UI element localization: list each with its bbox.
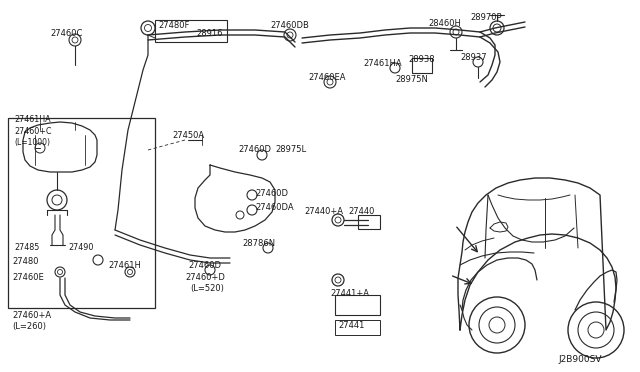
Bar [155, 20, 227, 42]
Text: (L=260): (L=260) [12, 323, 46, 331]
Text: (L=520): (L=520) [190, 283, 224, 292]
Text: 27480: 27480 [12, 257, 38, 266]
Text: 27441+A: 27441+A [330, 289, 369, 298]
Text: 27441: 27441 [338, 321, 364, 330]
Bar [335, 320, 380, 335]
Text: 27440: 27440 [348, 208, 374, 217]
Bar [335, 295, 380, 315]
Bar [8, 118, 155, 308]
Text: 28460H: 28460H [428, 19, 461, 28]
Text: 27480F: 27480F [158, 20, 189, 29]
Text: 27490: 27490 [68, 244, 93, 253]
Text: 27460C: 27460C [50, 29, 83, 38]
Text: 27461HA: 27461HA [14, 115, 51, 125]
Text: 27461H: 27461H [108, 260, 141, 269]
Text: 27460DB: 27460DB [270, 20, 309, 29]
Text: 27461HA: 27461HA [363, 58, 402, 67]
Text: 28975N: 28975N [395, 76, 428, 84]
Text: 28937: 28937 [460, 54, 486, 62]
Text: 27460D: 27460D [255, 189, 288, 198]
Text: 27440+A: 27440+A [304, 208, 343, 217]
Text: 27460DA: 27460DA [255, 202, 294, 212]
Text: 28938: 28938 [408, 55, 435, 64]
Text: 27460EA: 27460EA [308, 74, 346, 83]
Text: 28975L: 28975L [275, 145, 306, 154]
Text: 28786N: 28786N [242, 238, 275, 247]
Bar [412, 58, 432, 73]
Bar [358, 215, 380, 229]
Text: 27460+A: 27460+A [12, 311, 51, 320]
Text: 27460+D: 27460+D [185, 273, 225, 282]
Text: 27485: 27485 [14, 244, 40, 253]
Text: 27450A: 27450A [172, 131, 204, 140]
Text: 27460D: 27460D [188, 260, 221, 269]
Text: 28970P: 28970P [470, 13, 502, 22]
Text: 27460+C: 27460+C [14, 128, 51, 137]
Text: (L=1000): (L=1000) [14, 138, 50, 148]
Text: 27460E: 27460E [12, 273, 44, 282]
Text: 27460D: 27460D [238, 145, 271, 154]
Text: J2B900SV: J2B900SV [558, 356, 602, 365]
Text: 28916: 28916 [196, 29, 223, 38]
